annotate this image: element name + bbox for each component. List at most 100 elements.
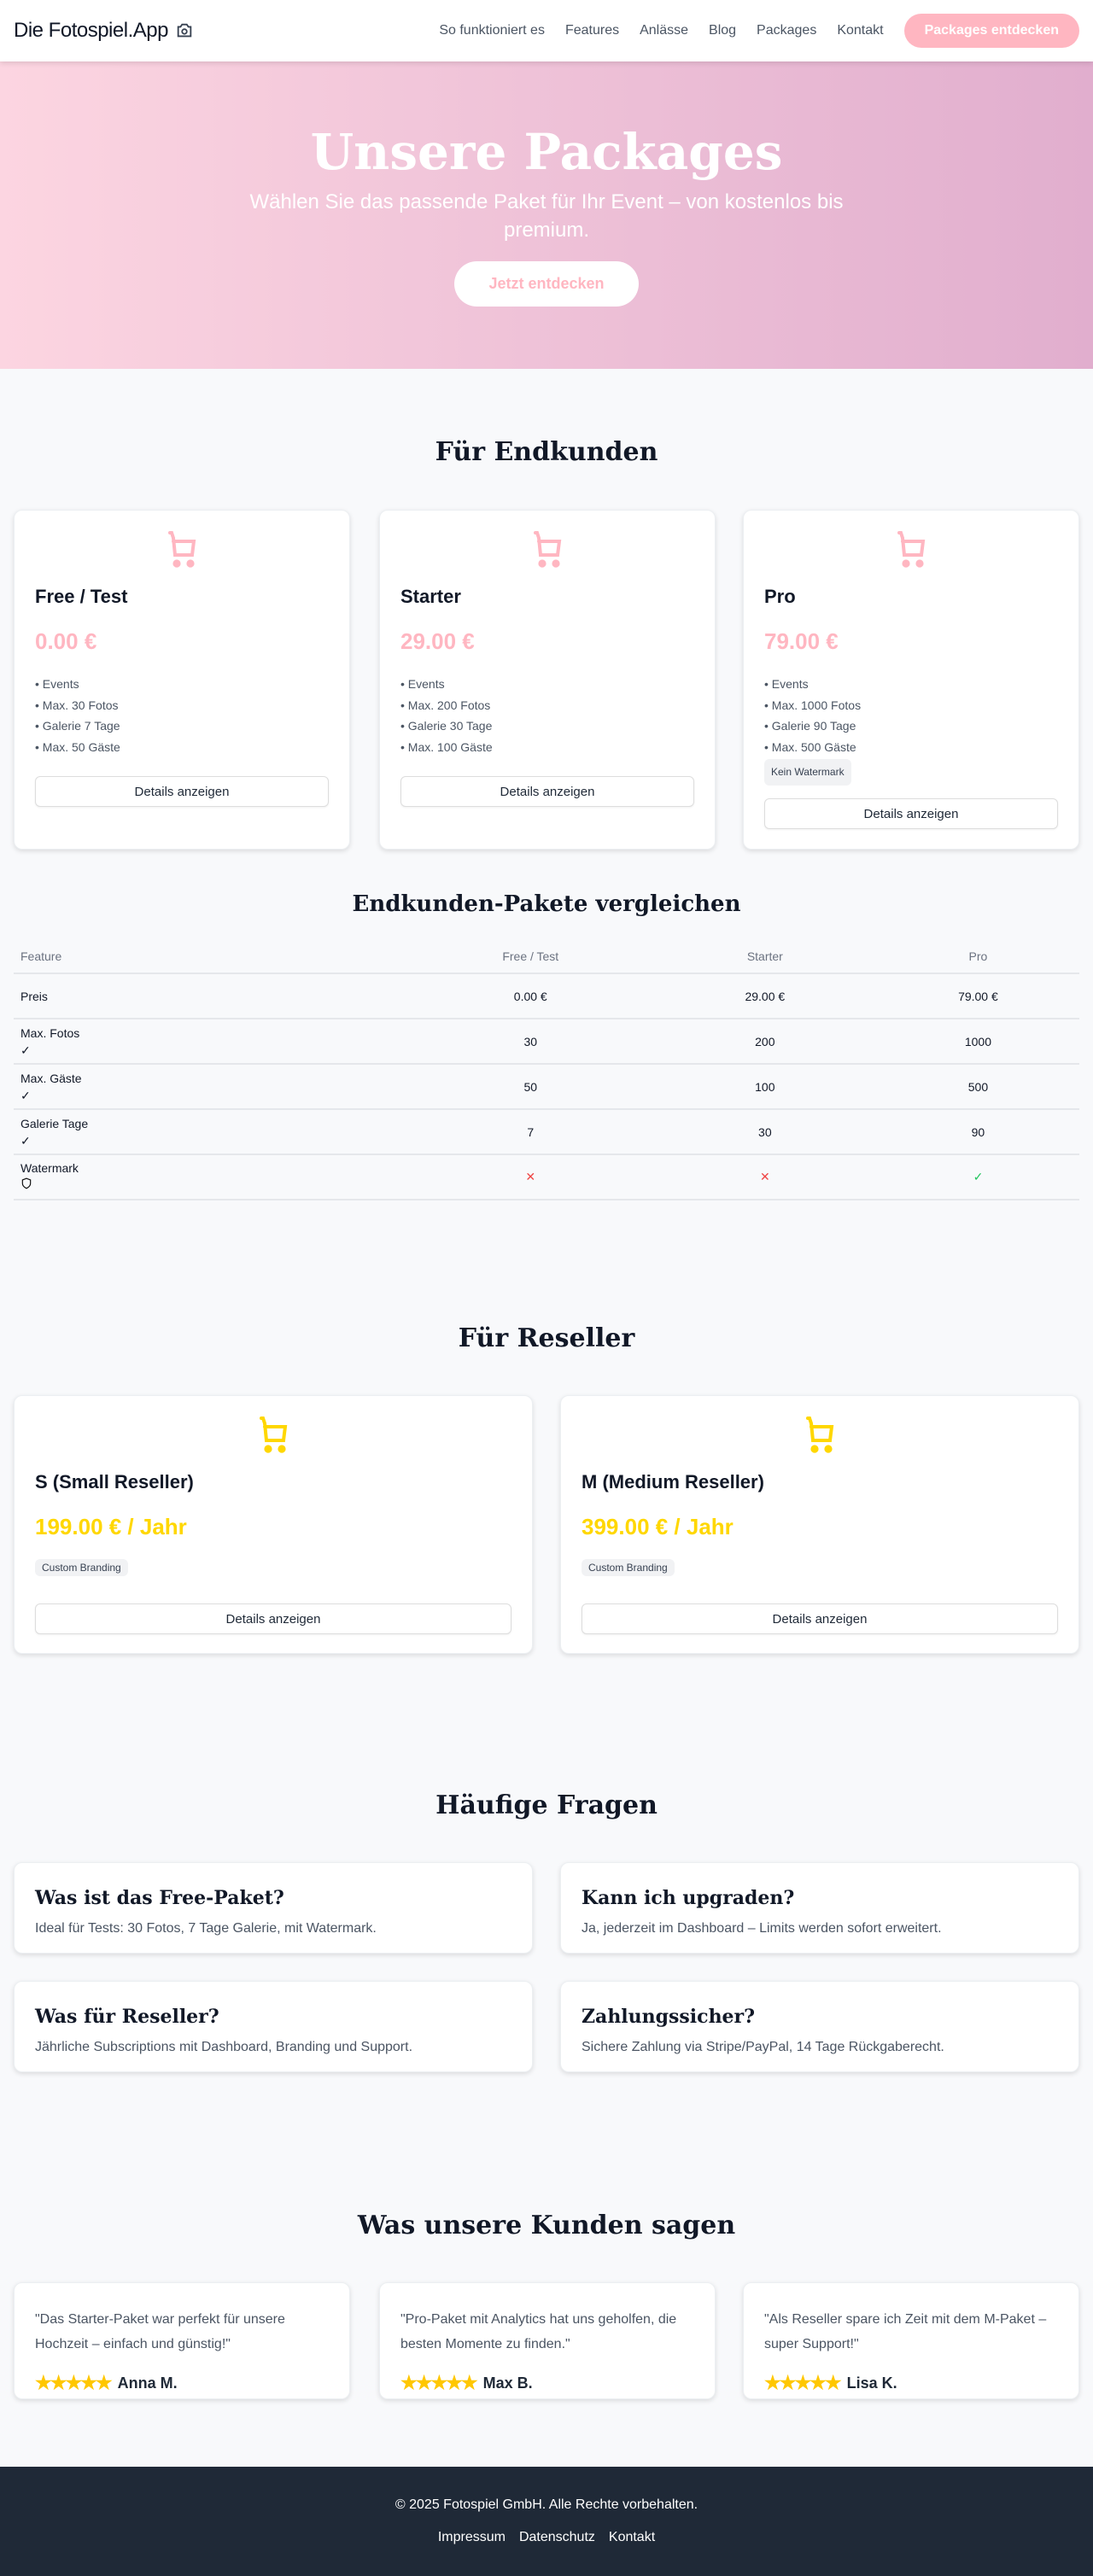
nav-link-blog[interactable]: Blog (709, 23, 737, 38)
feature-item: • Events (764, 677, 809, 691)
testimonials-heading: Was unsere Kunden sagen (357, 2211, 736, 2240)
package-price: 0.00 € (35, 628, 97, 654)
faq-question: Was für Reseller? (35, 2006, 219, 2028)
faq-question: Was ist das Free-Paket? (35, 1887, 284, 1909)
camera-icon (177, 23, 192, 38)
package-name: Starter (400, 586, 461, 607)
feature-label: Max. Gäste (20, 1071, 82, 1085)
branding-badge: Custom Branding (35, 1559, 128, 1576)
col-header: Pro (876, 939, 1079, 974)
copyright: © 2025 Fotospiel GmbH. Alle Rechte vorbe… (395, 2497, 698, 2512)
nav-link-packages[interactable]: Packages (757, 23, 817, 38)
hero-subtitle: Wählen Sie das passende Paket für Ihr Ev… (249, 190, 844, 242)
details-button[interactable]: Details anzeigen (400, 776, 694, 807)
endkunden-heading: Für Endkunden (435, 437, 658, 467)
table-cell: 30 (652, 1109, 877, 1155)
faq-item: Zahlungssicher? Sichere Zahlung via Stri… (560, 1981, 1079, 2072)
feature-item: • Max. 200 Fotos (400, 698, 491, 712)
faq-answer: Jährliche Subscriptions mit Dashboard, B… (35, 2040, 413, 2054)
table-row: Max. Fotos ✓ 30 200 1000 (14, 1019, 1079, 1065)
table-cell: ✕ (407, 1154, 653, 1200)
reseller-card: M (Medium Reseller) 399.00 € / Jahr Cust… (560, 1395, 1079, 1654)
hero-cta-button[interactable]: Jetzt entdecken (454, 261, 639, 307)
cart-icon (260, 1417, 288, 1453)
hero-title: Unsere Packages (310, 123, 783, 181)
footer-link-kontakt[interactable]: Kontakt (608, 2530, 656, 2544)
star-rating-icon: ★★★★★ (35, 2372, 113, 2393)
faq-item: Was ist das Free-Paket? Ideal für Tests:… (14, 1862, 533, 1954)
package-card: Pro 79.00 € • Events • Max. 1000 Fotos • G… (743, 510, 1079, 850)
table-row: Galerie Tage ✓ 7 30 90 (14, 1109, 1079, 1155)
col-header: Starter (652, 939, 877, 974)
nav-link-features[interactable]: Features (564, 23, 620, 38)
feature-label: Preis (20, 989, 48, 1003)
faq-answer: Ideal für Tests: 30 Fotos, 7 Tage Galeri… (35, 1921, 377, 1936)
top-nav: Die Fotospiel.App So funktioniert es Fea… (0, 0, 1093, 61)
reseller-card: S (Small Reseller) 199.00 € / Jahr Custo… (14, 1395, 533, 1654)
nav-link-occasions[interactable]: Anlässe (640, 23, 689, 38)
package-name: S (Small Reseller) (35, 1471, 194, 1492)
table-cell: 79.00 € (876, 973, 1079, 1019)
table-cell: 50 (407, 1064, 653, 1110)
testimonial-author: Anna M. (117, 2374, 178, 2392)
table-cell: ✓ (876, 1154, 1079, 1200)
faq-question: Kann ich upgraden? (582, 1887, 795, 1909)
details-button[interactable]: Details anzeigen (764, 798, 1058, 829)
cart-icon (897, 531, 926, 568)
nav-link-how[interactable]: So funktioniert es (439, 23, 545, 38)
cart-icon (806, 1417, 834, 1453)
testimonial-author: Max B. (482, 2374, 533, 2392)
check-icon: ✓ (20, 1043, 31, 1057)
testimonial-quote: "Als Reseller spare ich Zeit mit dem M-P… (764, 2312, 1047, 2351)
table-row: Max. Gäste ✓ 50 100 500 (14, 1064, 1079, 1110)
testimonial-quote: "Pro-Paket mit Analytics hat uns geholfe… (400, 2312, 677, 2351)
nav-link-contact[interactable]: Kontakt (837, 23, 884, 38)
table-cell: 7 (407, 1109, 653, 1155)
details-button[interactable]: Details anzeigen (35, 776, 329, 807)
footer-link-datenschutz[interactable]: Datenschutz (518, 2530, 595, 2544)
logo[interactable]: Die Fotospiel.App (14, 19, 194, 43)
testimonial-card: "Als Reseller spare ich Zeit mit dem M-P… (743, 2282, 1079, 2399)
footer-link-impressum[interactable]: Impressum (437, 2530, 506, 2544)
check-icon: ✓ (20, 1088, 31, 1102)
star-rating-icon: ★★★★★ (764, 2372, 842, 2393)
package-price: 399.00 € / Jahr (582, 1514, 734, 1539)
star-rating-icon: ★★★★★ (400, 2372, 478, 2393)
table-row: Preis 0.00 €29.00 €79.00 € (14, 973, 1079, 1019)
package-name: Pro (764, 586, 796, 607)
feature-label: Max. Fotos (20, 1025, 80, 1040)
details-button[interactable]: Details anzeigen (582, 1603, 1058, 1634)
package-name: M (Medium Reseller) (582, 1471, 764, 1492)
check-icon: ✓ (20, 1133, 31, 1148)
compare-heading: Endkunden-Pakete vergleichen (352, 891, 741, 917)
package-card: Free / Test 0.00 € • Events • Max. 30 Fot… (14, 510, 350, 850)
table-cell: 200 (652, 1019, 877, 1065)
hero: Unsere Packages Wählen Sie das passende … (0, 61, 1093, 369)
feature-item: • Galerie 30 Tage (400, 719, 493, 733)
watermark-badge: Kein Watermark (764, 759, 851, 786)
compare-table: Feature Free / Test Starter Pro Preis 0.0… (14, 939, 1079, 1200)
feature-item: • Galerie 7 Tage (35, 719, 120, 733)
packages-cta-button[interactable]: Packages entdecken (903, 14, 1079, 48)
testimonial-card: "Das Starter-Paket war perfekt für unser… (14, 2282, 350, 2399)
reseller-heading: Für Reseller (458, 1323, 635, 1353)
cart-icon (168, 531, 196, 568)
details-button[interactable]: Details anzeigen (35, 1603, 511, 1634)
faq-answer: Sichere Zahlung via Stripe/PayPal, 14 Ta… (582, 2040, 944, 2054)
package-name: Free / Test (35, 586, 128, 607)
package-price: 29.00 € (400, 628, 475, 654)
feature-item: • Events (400, 677, 445, 691)
shield-icon (21, 1177, 32, 1189)
feature-item: • Max. 500 Gäste (764, 739, 856, 754)
footer: © 2025 Fotospiel GmbH. Alle Rechte vorbe… (0, 2467, 1093, 2576)
feature-item: • Events (35, 677, 79, 691)
table-cell: 1000 (876, 1019, 1079, 1065)
cart-icon (534, 531, 562, 568)
feature-label: Galerie Tage (20, 1116, 89, 1130)
table-cell: 0.00 € (407, 973, 653, 1019)
faq-item: Was für Reseller? Jährliche Subscription… (14, 1981, 533, 2072)
package-card: Starter 29.00 € • Events • Max. 200 Fotos… (379, 510, 716, 850)
table-cell: 29.00 € (652, 973, 877, 1019)
table-row: Watermark ✕ ✕ ✓ (14, 1154, 1079, 1200)
table-cell: 90 (876, 1109, 1079, 1155)
